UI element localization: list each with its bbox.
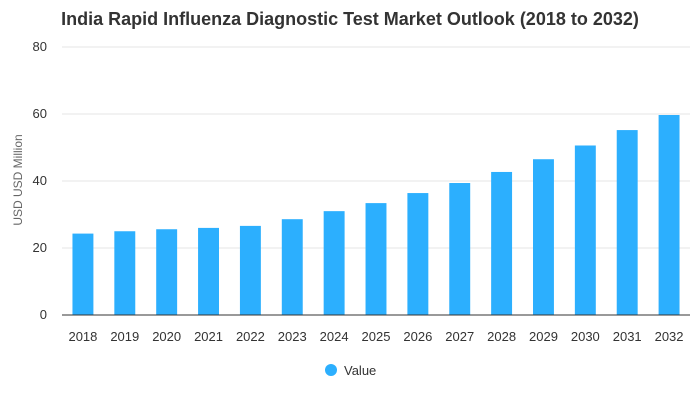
x-tick-label: 2021: [194, 329, 223, 344]
x-tick-label: 2022: [236, 329, 265, 344]
x-tick-label: 2029: [529, 329, 558, 344]
legend-marker[interactable]: [325, 364, 337, 376]
bar-2020[interactable]: [156, 229, 178, 315]
bar-2028[interactable]: [491, 171, 513, 315]
x-tick-label: 2027: [445, 329, 474, 344]
y-tick-label: 0: [40, 307, 47, 322]
y-tick-label: 60: [33, 106, 47, 121]
bar-2027[interactable]: [449, 183, 471, 315]
x-tick-label: 2025: [362, 329, 391, 344]
x-tick-label: 2031: [613, 329, 642, 344]
x-tick-label: 2026: [403, 329, 432, 344]
bar-2023[interactable]: [281, 219, 303, 315]
legend[interactable]: Value: [325, 363, 376, 378]
bar-2019[interactable]: [114, 231, 136, 315]
y-tick-label: 20: [33, 240, 47, 255]
x-tick-label: 2019: [110, 329, 139, 344]
bar-2030[interactable]: [574, 145, 596, 315]
bar-2024[interactable]: [323, 211, 345, 315]
legend-item-value[interactable]: Value: [344, 363, 376, 378]
y-axis-ticks: 0 20 40 60 80: [33, 39, 47, 322]
x-tick-label: 2030: [571, 329, 600, 344]
x-tick-label: 2024: [320, 329, 349, 344]
bars: [72, 115, 680, 315]
x-tick-label: 2028: [487, 329, 516, 344]
bar-2031[interactable]: [616, 130, 638, 315]
x-axis-ticks: 2018 2019 2020 2021 2022 2023 2024 2025 2026 2027…: [68, 329, 683, 344]
bar-2021[interactable]: [198, 227, 219, 315]
x-tick-label: 2023: [278, 329, 307, 344]
bar-2022[interactable]: [239, 225, 261, 315]
y-tick-label: 40: [33, 173, 47, 188]
y-tick-label: 80: [33, 39, 47, 54]
x-tick-label: 2032: [655, 329, 684, 344]
bar-2029[interactable]: [533, 159, 554, 315]
x-tick-label: 2018: [68, 329, 97, 344]
bar-2026[interactable]: [407, 193, 429, 315]
y-axis-label: USD USD Million: [11, 134, 25, 225]
bar-2018[interactable]: [72, 233, 94, 315]
bar-2032[interactable]: [658, 115, 680, 315]
x-tick-label: 2020: [152, 329, 181, 344]
bar-2025[interactable]: [365, 203, 387, 315]
chart-title: India Rapid Influenza Diagnostic Test Ma…: [61, 9, 639, 29]
